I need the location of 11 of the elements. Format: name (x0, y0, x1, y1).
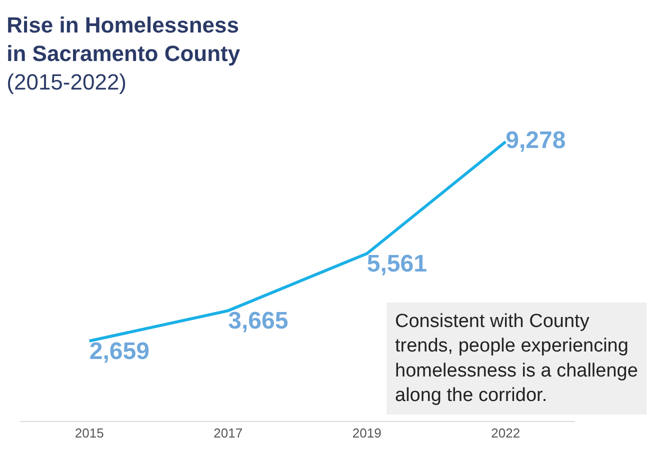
data-label: 3,665 (228, 308, 288, 335)
x-tick-label: 2017 (214, 426, 243, 441)
x-tick-label: 2019 (352, 426, 382, 441)
data-label: 9,278 (506, 126, 566, 154)
x-tick-label: 2022 (491, 426, 520, 441)
x-tick-label: 2015 (74, 426, 104, 441)
data-label: 5,561 (366, 250, 427, 278)
chart-subtitle: (2015-2022) (6, 69, 127, 94)
annotation: Consistent with County trends, people experiencing homelessness is a challenge along the corridor. (395, 311, 638, 406)
chart-title: Rise in Homelessness in Sacramento County (6, 12, 241, 66)
data-label: 2,659 (89, 338, 150, 365)
